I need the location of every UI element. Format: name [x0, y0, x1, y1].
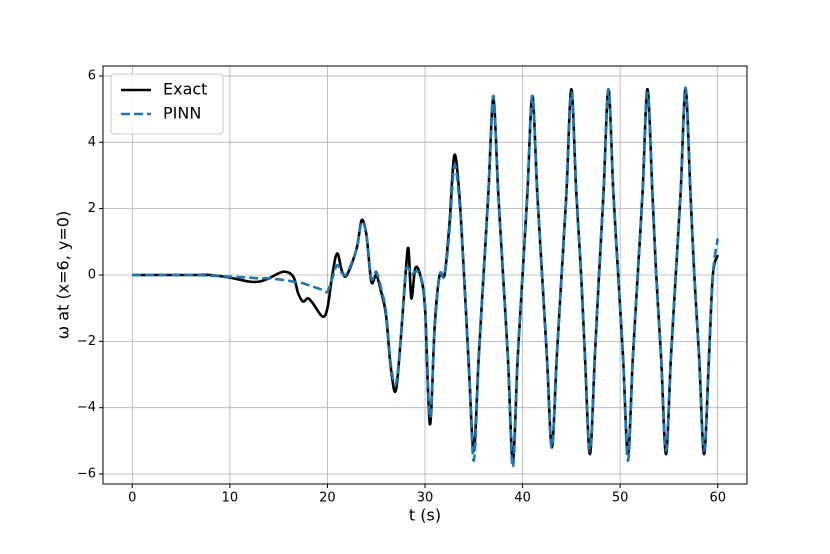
y-tick-label: 6: [88, 68, 96, 83]
legend-label: Exact: [163, 80, 207, 99]
y-tick-label: 2: [88, 201, 96, 216]
x-axis-label: t (s): [409, 506, 441, 525]
x-tick-label: 40: [514, 491, 531, 506]
x-tick-label: 60: [709, 491, 726, 506]
series-line: [132, 86, 720, 469]
legend-label: PINN: [163, 104, 201, 123]
y-axis-label: ω at (x=6, y=0): [54, 211, 73, 339]
x-tick-label: 10: [222, 491, 239, 506]
y-tick-label: 0: [88, 268, 96, 283]
x-tick-label: 20: [319, 491, 336, 506]
x-tick-label: 0: [128, 491, 136, 506]
y-tick-label: −6: [77, 467, 96, 482]
plot-frame: [102, 65, 748, 485]
x-tick-label: 30: [417, 491, 434, 506]
y-tick-label: −4: [77, 400, 96, 415]
y-tick-label: 4: [88, 135, 96, 150]
y-tick-label: −2: [77, 334, 96, 349]
x-tick-label: 50: [612, 491, 629, 506]
